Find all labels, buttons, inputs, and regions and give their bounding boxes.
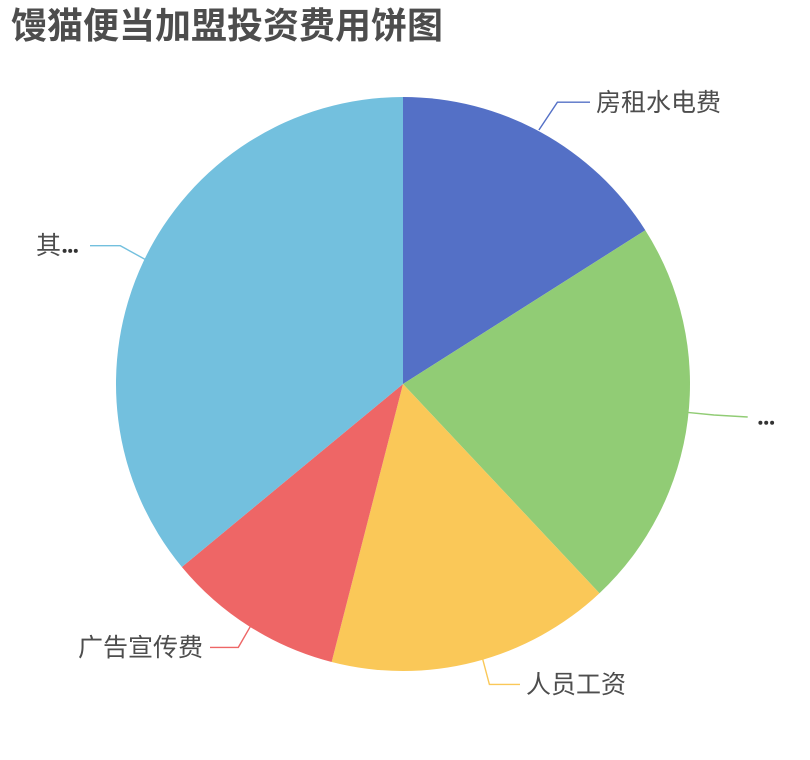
svg-text:房租水电费: 房租水电费	[596, 89, 721, 117]
svg-text:其: 其	[36, 232, 61, 260]
svg-text:人员工资: 人员工资	[526, 671, 626, 699]
svg-text:广告宣传费: 广告宣传费	[78, 634, 203, 662]
